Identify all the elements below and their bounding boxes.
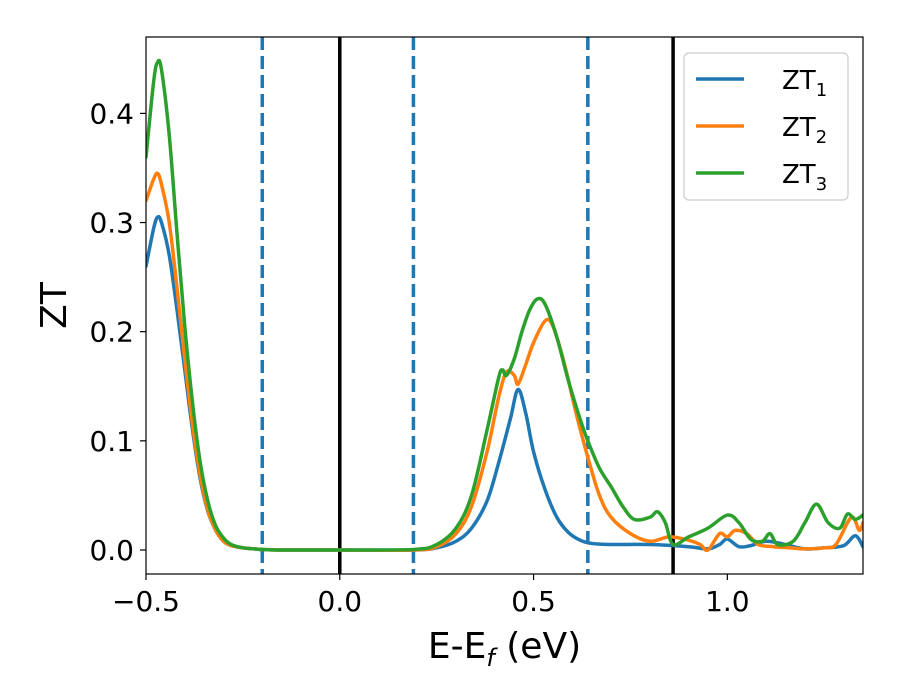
- legend-label-zt1: ZT1: [782, 66, 827, 101]
- x-axis-label: E-Ef (eV): [428, 626, 581, 672]
- x-tick-label: 0.5: [511, 585, 556, 618]
- x-axis-label-suffix: (eV): [495, 626, 581, 667]
- plot-area-frame: [145, 36, 864, 575]
- legend: ZT1 ZT2 ZT3: [683, 52, 849, 201]
- legend-label-zt3: ZT3: [782, 160, 827, 195]
- vertical-reference-lines: [260, 37, 675, 574]
- y-tick-label: 0.0: [89, 534, 134, 567]
- y-axis-ticks: 0.0 0.1 0.2 0.3 0.4: [89, 97, 146, 567]
- x-tick-label: 0.0: [318, 585, 363, 618]
- legend-label-zt2: ZT2: [782, 113, 827, 148]
- y-tick-label: 0.4: [89, 97, 134, 130]
- legend-box: [683, 52, 849, 201]
- x-tick-label: −0.5: [112, 585, 180, 618]
- series-line-zt1: [146, 214, 863, 552]
- x-axis-label-main: E-E: [428, 626, 486, 667]
- y-tick-label: 0.2: [89, 316, 134, 349]
- y-axis-label: ZT: [34, 281, 75, 329]
- x-axis-ticks: −0.5 0.0 0.5 1.0: [112, 574, 750, 618]
- x-tick-label: 1.0: [705, 585, 750, 618]
- y-tick-label: 0.1: [89, 425, 134, 458]
- series-line-zt2: [146, 171, 863, 553]
- series-line-zt3: [146, 58, 863, 552]
- series-lines: [146, 58, 863, 553]
- y-tick-label: 0.3: [89, 207, 134, 240]
